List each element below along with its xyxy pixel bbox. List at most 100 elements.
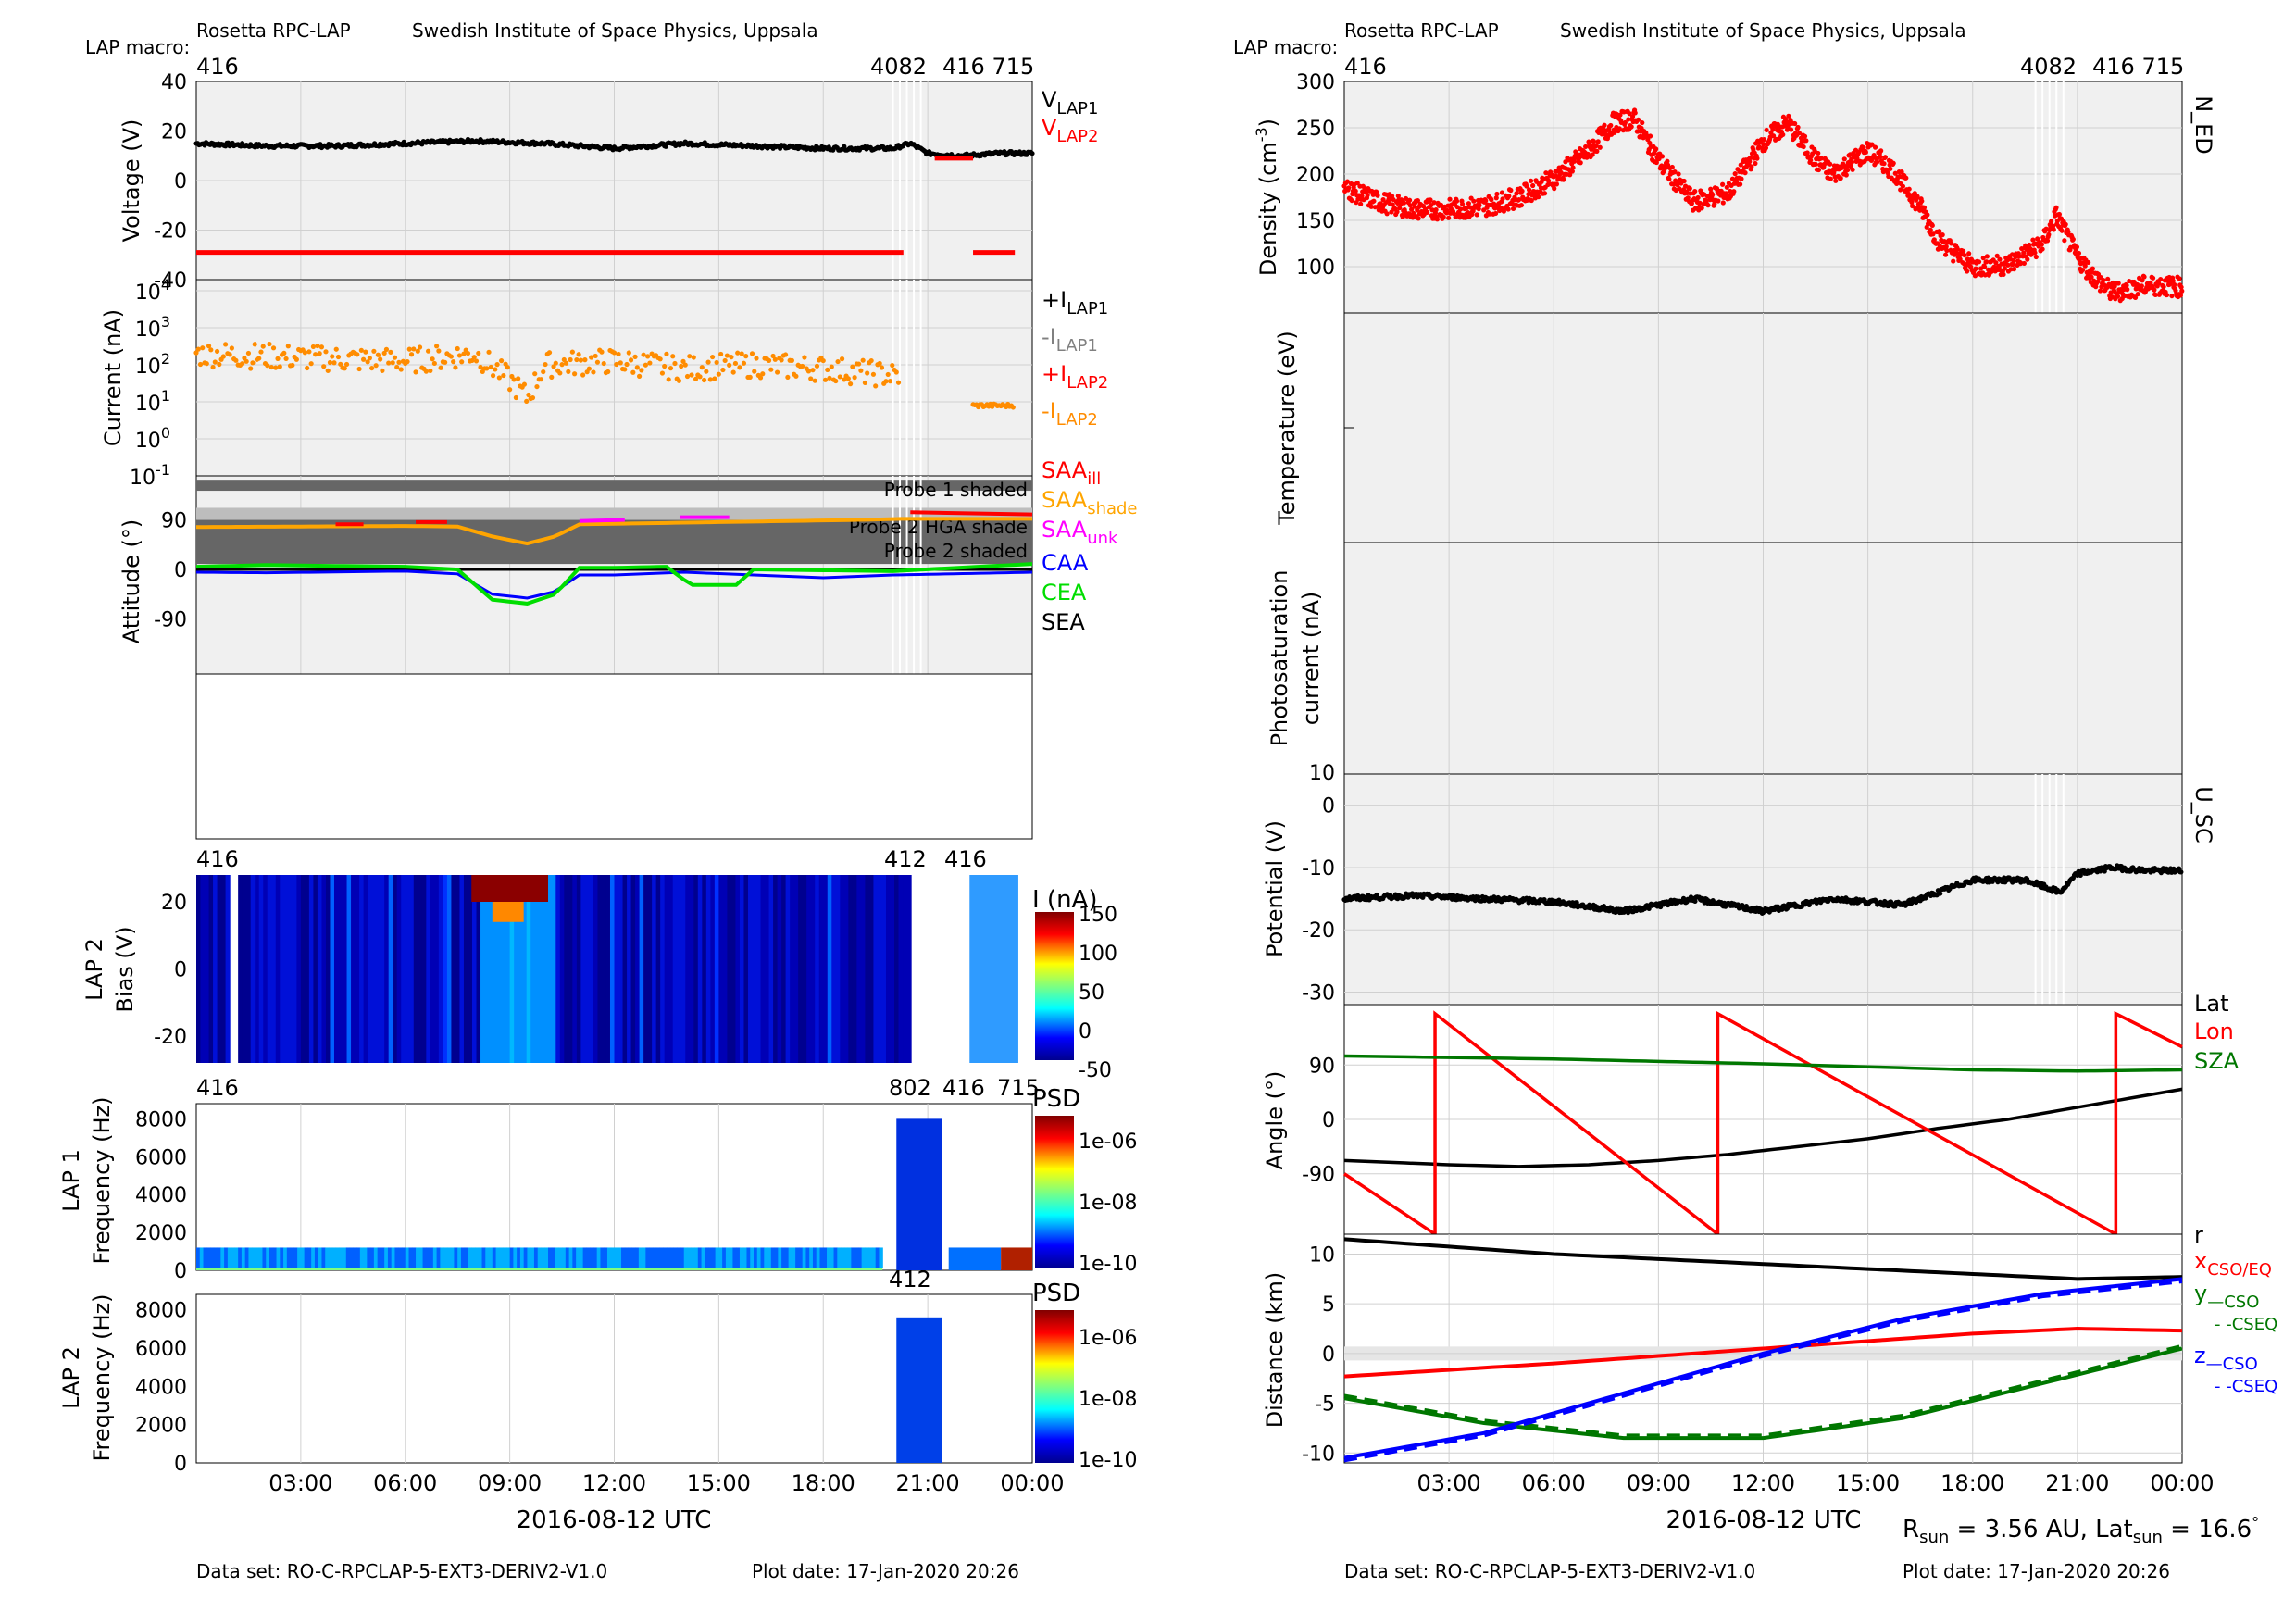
current-point-ilap2 [657, 356, 663, 362]
density-point [1982, 264, 1988, 269]
psd1-band [238, 1247, 243, 1268]
current-point-ilap2 [193, 350, 199, 356]
bias-spectrogram-column [509, 875, 515, 1063]
density-point [2056, 211, 2063, 218]
bias-spectrogram-column [505, 875, 511, 1063]
psd1-band [798, 1247, 804, 1268]
density-point [1409, 206, 1415, 212]
current-point-ilap2 [245, 350, 252, 356]
bias-spectrogram-column [393, 875, 398, 1063]
psd1-band [495, 1247, 500, 1268]
density-point [1554, 181, 1560, 187]
density-ytick: 200 [1296, 164, 1335, 187]
bias-spectrogram-column [547, 875, 553, 1063]
psd1-band [272, 1247, 278, 1268]
potential-point [2078, 872, 2083, 879]
density-point [2048, 219, 2054, 224]
bias-spectrogram-column [622, 875, 628, 1063]
density-point [1720, 200, 1726, 206]
current-point-ilap2 [220, 354, 226, 359]
current-point-ilap2 [293, 356, 299, 362]
psd1-band [827, 1247, 831, 1268]
psd1-band [401, 1247, 406, 1268]
current-point-ilap2 [852, 375, 857, 381]
angle-ytick: -90 [1302, 1164, 1335, 1187]
psd1-band [593, 1247, 598, 1268]
voltage-ytick: 20 [161, 121, 187, 144]
density-point [2039, 242, 2045, 247]
psd1-band [756, 1247, 762, 1268]
voltage-ytick: -40 [154, 269, 187, 293]
density-point [1906, 186, 1912, 192]
current-point-ilap2 [810, 368, 816, 373]
current-point-ilap2 [873, 383, 879, 389]
psd1-band [280, 1247, 284, 1268]
psd1-band [276, 1247, 281, 1268]
bias-spectrogram-column [735, 875, 741, 1063]
psd1-band [454, 1247, 458, 1268]
bias-spectrogram-column [572, 875, 578, 1063]
bias-spectrogram-column [584, 875, 591, 1063]
density-point [2002, 266, 2007, 271]
density-point [1446, 215, 1452, 220]
density-point [1954, 246, 1961, 252]
current-point-ilap2 [456, 353, 463, 358]
current-point-ilap2 [431, 360, 437, 367]
density-point [1965, 269, 1970, 274]
psd1-band [405, 1247, 410, 1268]
density-ytick: 300 [1296, 71, 1335, 94]
bias-spectrogram-column [890, 875, 895, 1063]
bias-spectrogram-column [802, 875, 807, 1063]
bias-spectrogram-column [275, 875, 281, 1063]
density-point [1344, 179, 1350, 184]
density-point [1415, 198, 1421, 204]
bias-spectrogram-block [969, 875, 1018, 1063]
bias-spectrogram-column [476, 875, 481, 1063]
current-point-ilap2 [572, 371, 578, 377]
current-point-ilap2 [616, 351, 621, 357]
psd1-band [649, 1247, 654, 1268]
psd1-ytick: 2000 [135, 1222, 187, 1245]
density-point [1716, 198, 1721, 204]
density-point [2074, 244, 2080, 250]
current-point-ilap2 [327, 359, 333, 366]
psd1-band [857, 1247, 863, 1268]
density-point [2125, 287, 2130, 293]
density-point [1712, 201, 1717, 206]
density-point [1930, 231, 1936, 237]
psd2-colorbar-tick: 1e-10 [1079, 1449, 1137, 1472]
density-point [1629, 114, 1636, 119]
current-point-ilap2 [428, 368, 433, 374]
psd1-band [604, 1247, 608, 1268]
legend-saa-ill: SAAill [1042, 457, 1101, 489]
bias-spectrogram-column [739, 875, 745, 1063]
bias-spectrogram-column [806, 875, 812, 1063]
current-point-ilap2 [285, 344, 291, 349]
current-point-ilap2 [488, 364, 493, 370]
current-point-ilap2 [842, 377, 847, 382]
density-point [2010, 261, 2015, 268]
density-point [1471, 198, 1477, 204]
distance-line-zcso [1343, 1277, 2183, 1460]
current-point-ilap2 [793, 373, 799, 379]
psd1-colorbar-tick: 1e-10 [1079, 1253, 1137, 1276]
bias-spectrogram-column [351, 875, 356, 1063]
legend-x: xCSO/EQ [2194, 1248, 2272, 1280]
density-point [1528, 178, 1534, 183]
current-point-ilap2 [321, 364, 327, 369]
density-point [1803, 138, 1809, 144]
density-point [1761, 136, 1767, 143]
current-point-ilap2 [233, 357, 239, 363]
current-point-ilap2 [586, 366, 593, 371]
bias-spectrogram-column [903, 875, 908, 1063]
left-xtick: 18:00 [792, 1470, 855, 1496]
density-point [1973, 266, 1978, 271]
current-point-ilap2 [722, 357, 728, 364]
legend-vlap1: VLAP1 [1042, 87, 1098, 119]
bias-spectrogram-column [885, 875, 892, 1063]
current-point-ilap2 [829, 364, 834, 369]
current-point-ilap2 [737, 365, 742, 370]
bias-spectrogram-column [609, 875, 616, 1063]
psd1-band [224, 1247, 229, 1268]
density-point [1788, 127, 1794, 132]
